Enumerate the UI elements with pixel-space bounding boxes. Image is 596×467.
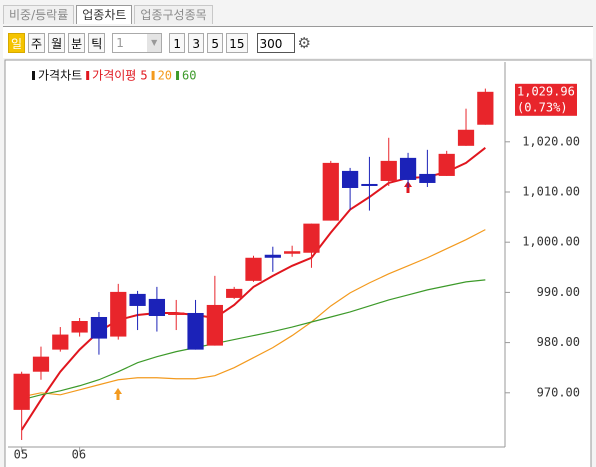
- candle-body: [399, 157, 417, 180]
- dropdown-arrow: ▼: [147, 33, 162, 52]
- candle-body: [438, 153, 455, 176]
- legend-swatch: [176, 71, 180, 80]
- candle-body: [322, 162, 339, 221]
- interval-select[interactable]: 1 ▼: [112, 32, 163, 53]
- legend-label: 가격이평: [92, 69, 136, 83]
- candle-body: [477, 91, 494, 125]
- count-button[interactable]: 3: [188, 32, 205, 53]
- candle-body: [13, 373, 30, 410]
- y-tick-label: 1,000.00: [522, 235, 580, 249]
- candle-body: [168, 312, 185, 315]
- legend-swatch: [151, 71, 155, 80]
- legend-label: 20: [158, 69, 172, 83]
- tab[interactable]: 업종차트: [76, 5, 133, 24]
- y-tick-label: 980.00: [537, 335, 580, 349]
- toolbar: 일 주 월 분 틱 1 ▼ 1 3 5 15 300 ⚙: [3, 26, 593, 58]
- last-price: 1,029.96: [517, 84, 575, 98]
- candle-body: [361, 183, 378, 186]
- candle-body: [90, 316, 108, 339]
- candle-body: [32, 356, 50, 372]
- candle-body: [419, 173, 436, 183]
- moving-average: [21, 229, 486, 398]
- candle-body: [341, 170, 359, 188]
- moving-average: [21, 279, 486, 401]
- candle-body: [129, 293, 146, 306]
- y-tick-label: 1,020.00: [522, 134, 580, 148]
- period-button[interactable]: 일: [8, 32, 26, 53]
- candle-body: [380, 160, 397, 181]
- x-tick-label: 05: [14, 448, 28, 462]
- signal-arrow: [114, 388, 122, 400]
- price-tag: [515, 83, 577, 116]
- count-button[interactable]: 1: [169, 32, 186, 53]
- period-button[interactable]: 주: [28, 32, 46, 53]
- candle-body: [226, 288, 243, 298]
- count-button[interactable]: 15: [226, 32, 248, 53]
- candle-body: [148, 298, 166, 316]
- legend-swatch: [32, 71, 35, 80]
- candle-body: [284, 251, 301, 254]
- period-button[interactable]: 분: [68, 32, 86, 53]
- legend-label: 60: [182, 69, 196, 83]
- legend-swatch: [86, 71, 90, 80]
- candle-body: [303, 223, 320, 253]
- period-button[interactable]: 틱: [88, 32, 106, 53]
- candle-body: [52, 334, 69, 350]
- legend: 가격차트 가격이평 5 20 60: [32, 69, 196, 83]
- change-rate: (0.73%): [517, 100, 568, 114]
- legend-label: 5: [140, 69, 147, 83]
- y-tick-label: 970.00: [537, 385, 580, 399]
- bars-input[interactable]: 300: [256, 32, 295, 53]
- tab[interactable]: 비중/등락률: [3, 5, 75, 24]
- tabs: 비중/등락률 업종차트 업종구성종목: [3, 5, 215, 24]
- candle-body: [457, 129, 475, 146]
- candle-body: [245, 257, 262, 281]
- settings-icon[interactable]: ⚙: [297, 33, 311, 52]
- candle-body: [71, 321, 88, 333]
- candle-body: [110, 291, 127, 337]
- y-tick-label: 1,010.00: [522, 185, 580, 199]
- y-tick-label: 990.00: [537, 285, 580, 299]
- period-button[interactable]: 월: [48, 32, 66, 53]
- interval-value: 1: [116, 35, 124, 50]
- candle-body: [264, 254, 281, 258]
- candle-body: [187, 312, 204, 350]
- count-button[interactable]: 5: [207, 32, 224, 53]
- legend-label: 가격차트: [38, 69, 82, 83]
- tab[interactable]: 업종구성종목: [134, 5, 213, 24]
- x-tick-label: 06: [72, 448, 86, 462]
- candle-body: [206, 304, 223, 346]
